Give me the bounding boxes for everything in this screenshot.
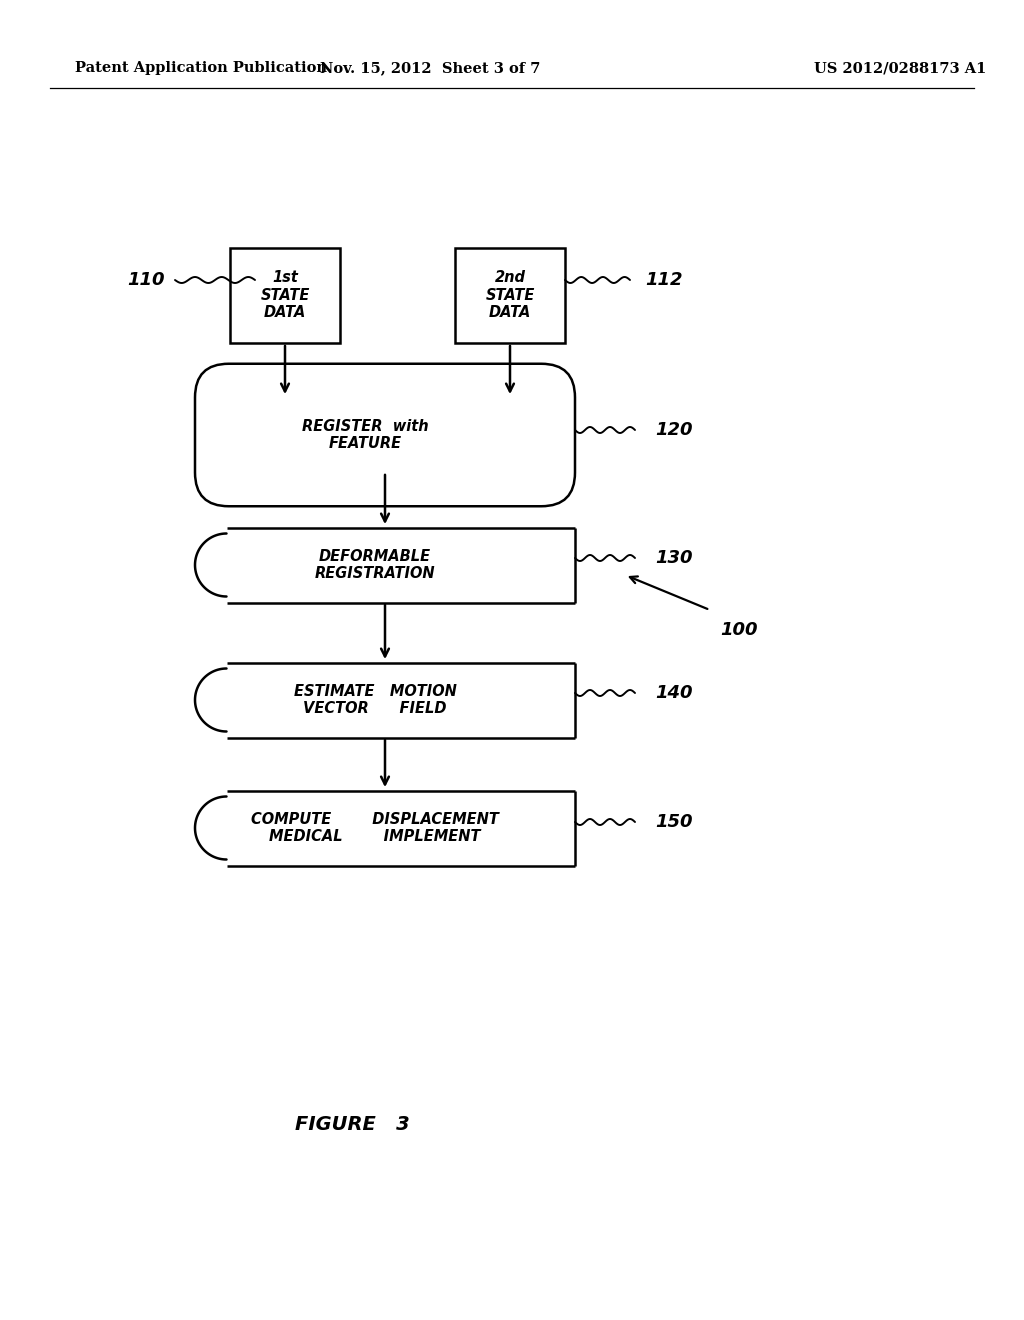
Text: REGISTER  with
FEATURE: REGISTER with FEATURE [302,418,428,451]
Bar [455,248,565,342]
Text: 130: 130 [655,549,692,568]
Text: 140: 140 [655,684,692,702]
Text: 1st
STATE
DATA: 1st STATE DATA [260,271,309,319]
Text: COMPUTE        DISPLACEMENT
MEDICAL        IMPLEMENT: COMPUTE DISPLACEMENT MEDICAL IMPLEMENT [251,812,499,845]
Text: US 2012/0288173 A1: US 2012/0288173 A1 [814,61,986,75]
Text: Nov. 15, 2012  Sheet 3 of 7: Nov. 15, 2012 Sheet 3 of 7 [319,61,541,75]
Text: 110: 110 [128,271,165,289]
Text: Patent Application Publication: Patent Application Publication [75,61,327,75]
Text: 112: 112 [645,271,683,289]
Text: 150: 150 [655,813,692,832]
Text: ESTIMATE   MOTION
VECTOR      FIELD: ESTIMATE MOTION VECTOR FIELD [294,684,457,717]
Text: 2nd
STATE
DATA: 2nd STATE DATA [485,271,535,319]
Bar [230,248,340,342]
Text: DEFORMABLE
REGISTRATION: DEFORMABLE REGISTRATION [314,549,435,581]
Text: FIGURE   3: FIGURE 3 [295,1115,410,1134]
Text: 100: 100 [720,620,758,639]
Text: 120: 120 [655,421,692,440]
